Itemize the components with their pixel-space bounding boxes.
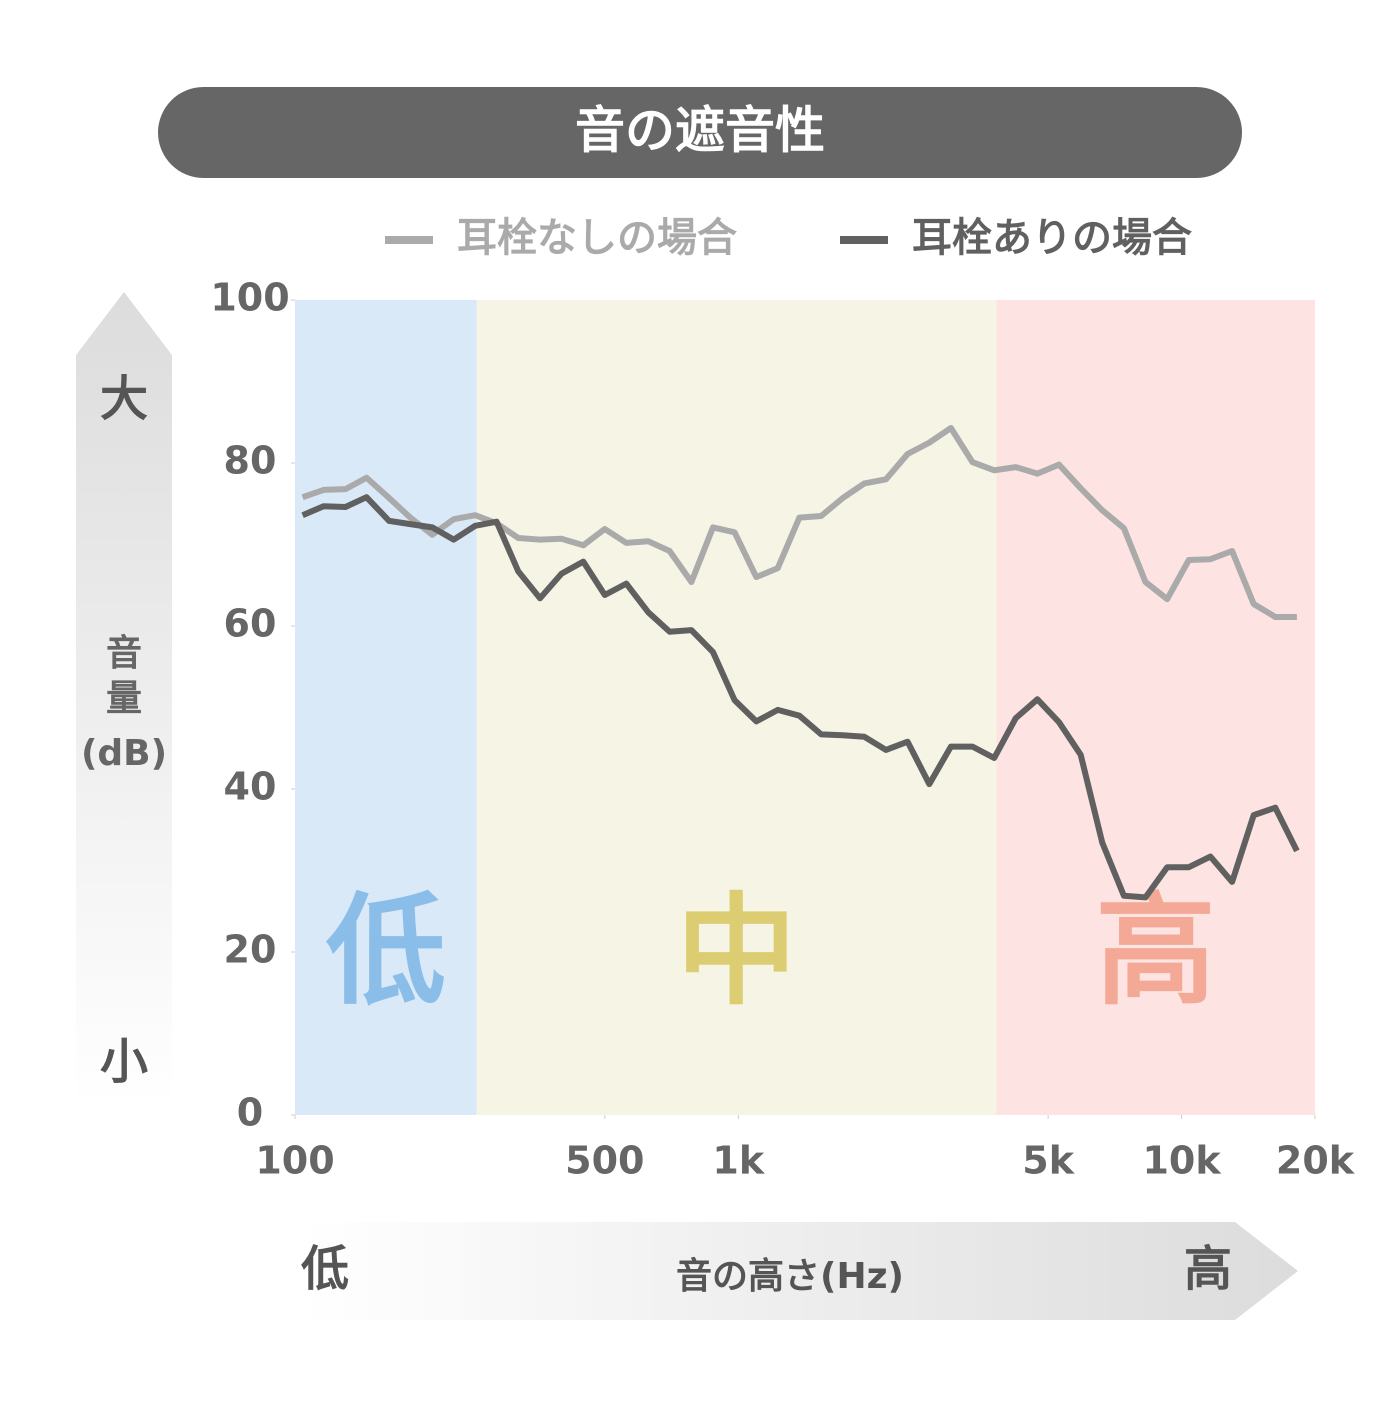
band-label: 中	[677, 883, 797, 1022]
legend-label: 耳栓なしの場合	[457, 215, 737, 261]
title-bar	[158, 87, 1242, 178]
x-tick-label: 1k	[712, 1139, 764, 1183]
y-tick-label: 0	[237, 1091, 263, 1135]
band-label: 低	[326, 883, 446, 1022]
x-tick-label: 500	[565, 1139, 644, 1183]
band-label: 高	[1096, 883, 1216, 1022]
y-label: (dB)	[81, 733, 167, 774]
x-arrow	[300, 1222, 1298, 1320]
x-tick-label: 10k	[1142, 1139, 1221, 1183]
y-label: 量	[106, 678, 142, 719]
y-tick-label: 20	[224, 928, 277, 972]
line	[301, 494, 1300, 901]
legend-label: 耳栓ありの場合	[912, 215, 1192, 261]
plot: 低 中 高 0 20 40 60 80 100 100 500 1k 5k 10k 20k	[210, 276, 1354, 1183]
y-tick-label: 60	[224, 602, 277, 646]
band	[295, 300, 477, 1115]
line	[301, 425, 1297, 620]
x-label: 音の高さ(Hz)	[676, 1256, 904, 1297]
y-arrow-label: 大	[100, 371, 148, 427]
band	[996, 300, 1315, 1115]
x-arrow-label: 高	[1184, 1241, 1232, 1297]
y-arrow-label: 小	[100, 1034, 148, 1090]
chart-title: 音の遮音性	[575, 102, 825, 160]
y-tick-label: 40	[224, 765, 277, 809]
x-arrow-label: 低	[301, 1241, 349, 1297]
x-tick-label: 5k	[1022, 1139, 1074, 1183]
band	[476, 300, 997, 1115]
y-tick-label: 80	[224, 439, 277, 483]
y-label: 音	[106, 633, 142, 674]
y-tick-label: 100	[210, 276, 289, 320]
y-arrow	[76, 292, 172, 1108]
x-tick-label: 100	[255, 1139, 334, 1183]
x-tick-label: 20k	[1276, 1139, 1355, 1183]
